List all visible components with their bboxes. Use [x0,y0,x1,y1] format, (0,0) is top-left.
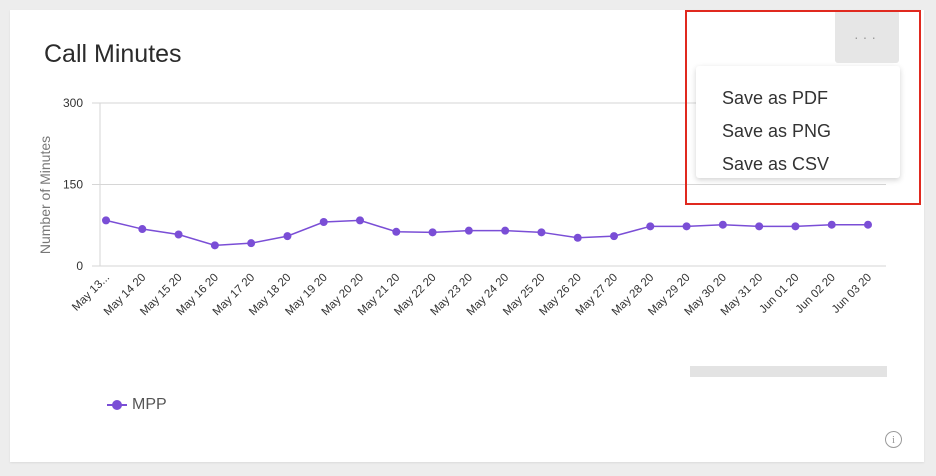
data-point[interactable] [864,220,872,229]
y-tick-label: 0 [76,259,83,273]
data-point[interactable] [174,230,183,239]
legend-label: MPP [132,396,167,413]
export-menu: Save as PDF Save as PNG Save as CSV [696,66,900,178]
chart-scrollbar[interactable] [690,366,887,377]
y-axis-label: Number of Minutes [37,136,53,254]
data-point[interactable] [827,220,836,229]
data-point[interactable] [392,227,401,236]
y-tick-label: 150 [63,178,83,192]
data-point[interactable] [755,222,764,231]
data-point[interactable] [464,226,473,235]
data-point[interactable] [356,216,364,225]
data-point[interactable] [247,239,256,248]
y-tick-label: 300 [63,96,83,110]
menu-item-save-pdf[interactable]: Save as PDF [722,88,829,108]
data-point[interactable] [283,232,292,241]
data-point[interactable] [102,216,110,225]
card-title: Call Minutes [44,40,182,68]
data-point[interactable] [610,232,618,241]
series-line-mpp [105,219,868,247]
data-point[interactable] [501,226,510,235]
data-point[interactable] [138,225,147,234]
data-point[interactable] [319,217,328,226]
legend-item-mpp[interactable]: MPP [107,396,167,414]
data-point[interactable] [646,222,655,231]
more-options-button[interactable]: ··· [835,10,899,63]
info-icon[interactable]: i [885,431,902,448]
more-horizontal-icon: ··· [854,28,880,45]
data-point[interactable] [428,228,437,237]
data-point[interactable] [210,241,219,250]
data-point[interactable] [718,220,727,229]
data-point[interactable] [573,233,582,242]
data-point[interactable] [537,228,546,237]
data-point[interactable] [682,222,691,231]
menu-item-save-csv[interactable]: Save as CSV [722,154,830,174]
x-tick-label: Jun 03 20 [830,272,874,316]
menu-item-save-png[interactable]: Save as PNG [722,121,832,141]
legend-marker-icon [107,400,127,410]
data-point[interactable] [791,222,800,231]
